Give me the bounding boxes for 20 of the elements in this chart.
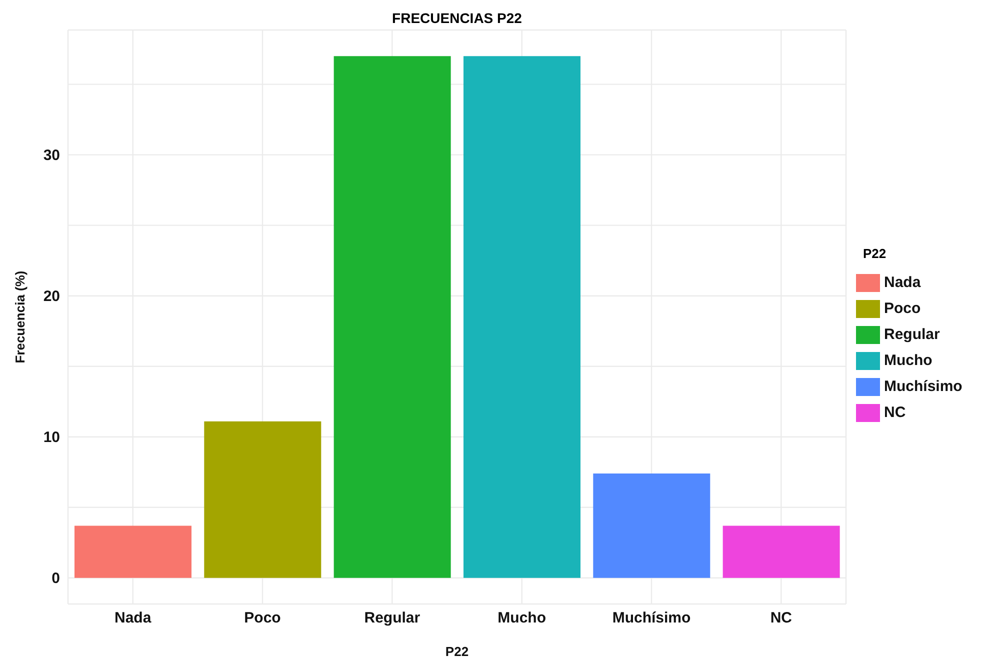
y-tick-label: 10: [43, 429, 60, 446]
legend-title: P22: [863, 246, 886, 261]
x-tick-label: NC: [770, 610, 792, 627]
y-axis-title: Frecuencia (%): [12, 270, 28, 364]
legend-label: Poco: [884, 300, 921, 317]
x-axis-title: P22: [445, 644, 469, 659]
legend-label: Regular: [884, 326, 940, 343]
y-tick-label: 20: [43, 288, 60, 306]
x-tick-label: Nada: [114, 610, 152, 627]
x-tick-label: Poco: [244, 610, 281, 627]
legend-label: Mucho: [884, 352, 932, 369]
x-tick-label: Mucho: [498, 610, 546, 627]
x-tick-label: Regular: [364, 610, 420, 627]
legend-label: NC: [884, 404, 906, 421]
y-tick-label: 0: [52, 570, 60, 588]
y-tick-label: 30: [43, 147, 60, 164]
chart-title: FRECUENCIAS P22: [391, 10, 523, 26]
legend-label: Muchísimo: [884, 378, 962, 395]
legend-label: Nada: [884, 274, 921, 291]
x-tick-label: Muchísimo: [612, 610, 691, 627]
